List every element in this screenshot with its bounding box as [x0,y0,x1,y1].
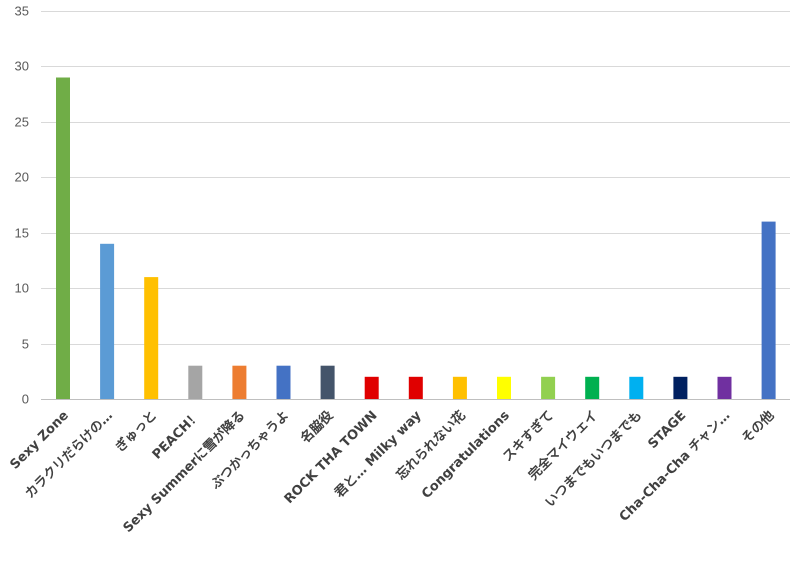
bar [452,376,467,399]
bar [629,376,644,399]
bar [144,277,159,399]
x-tick-label: その他 [739,408,778,447]
bar [585,376,600,399]
bar [717,376,732,399]
bar [100,243,115,399]
y-tick-label: 35 [15,4,29,19]
bar [56,77,70,399]
x-tick-label: Congratulations [419,408,513,502]
x-tick-label: STAGE [645,408,689,452]
y-tick-label: 20 [15,170,29,185]
bar [408,376,423,399]
bar [232,365,247,399]
y-axis-ticks: 0 5 10 15 20 25 30 35 [15,4,29,407]
y-tick-label: 5 [22,337,29,352]
x-tick-label: カラクリだらけの… [23,408,116,501]
y-tick-label: 10 [15,281,29,296]
bar [276,365,291,399]
y-tick-label: 30 [15,59,29,74]
y-tick-label: 0 [22,392,29,407]
bar [761,221,776,399]
bar [673,376,688,399]
bar [188,365,203,399]
x-tick-label: ぶつかっちゃうよ [207,408,292,493]
bar [497,376,511,399]
bar [320,365,335,399]
bar [541,376,556,399]
y-tick-label: 25 [15,115,29,130]
bars [56,77,776,399]
bar [364,376,379,399]
gridlines [41,11,790,345]
y-tick-label: 15 [15,226,29,241]
x-tick-label: 名脇役 [298,408,337,447]
